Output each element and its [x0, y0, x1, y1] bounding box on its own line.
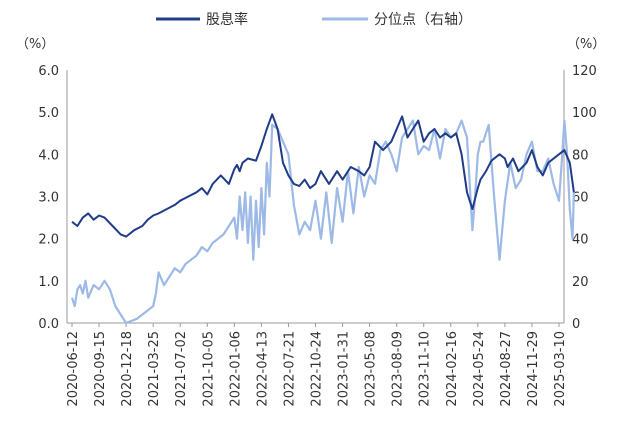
right-tick-label: 120 — [572, 64, 597, 79]
left-tick-label: 5.0 — [38, 106, 59, 121]
x-tick-label: 2023-01-31 — [337, 331, 352, 407]
right-tick-label: 80 — [572, 148, 589, 163]
x-tick-label: 2023-05-08 — [364, 331, 379, 407]
left-tick-label: 4.0 — [38, 148, 59, 163]
left-tick-label: 3.0 — [38, 191, 59, 206]
x-tick-label: 2021-07-02 — [174, 331, 189, 407]
right-axis-ticks: 0 20 40 60 80 100 120 — [572, 64, 597, 332]
x-tick-label: 2024-05-24 — [472, 331, 487, 407]
x-tick-label: 2023-08-09 — [391, 331, 406, 407]
left-tick-label: 6.0 — [38, 64, 59, 79]
left-axis-unit: （%） — [16, 37, 54, 52]
right-tick-label: 20 — [572, 275, 589, 290]
legend-label-dividend: 股息率 — [206, 11, 248, 28]
x-tick-label: 2022-01-06 — [228, 331, 243, 407]
x-tick-label: 2024-02-16 — [445, 331, 460, 407]
x-tick-label: 2021-03-25 — [147, 331, 162, 407]
x-tick-label: 2024-08-27 — [499, 331, 514, 407]
legend: 股息率 分位点（右轴） — [156, 11, 472, 28]
left-tick-label: 2.0 — [38, 233, 59, 248]
x-tick-label: 2022-10-24 — [310, 331, 325, 407]
right-axis-unit: （%） — [567, 37, 605, 52]
x-tick-label: 2022-07-21 — [282, 331, 297, 407]
x-axis-ticks: 2020-06-12 2020-09-15 2020-12-18 2021-03-25… — [66, 323, 568, 407]
series-layer — [70, 113, 575, 325]
right-tick-label: 60 — [572, 191, 589, 206]
left-tick-label: 1.0 — [38, 275, 59, 290]
x-tick-label: 2021-10-05 — [201, 331, 216, 407]
x-tick-label: 2020-09-15 — [93, 331, 108, 407]
legend-label-percentile: 分位点（右轴） — [374, 12, 472, 28]
x-tick-label: 2025-03-10 — [553, 331, 568, 407]
x-tick-label: 2022-04-13 — [255, 331, 270, 407]
right-tick-label: 40 — [572, 233, 589, 248]
right-tick-label: 100 — [572, 106, 597, 121]
left-axis-ticks: 0.0 1.0 2.0 3.0 4.0 5.0 6.0 — [38, 64, 59, 332]
x-tick-label: 2023-11-10 — [418, 331, 433, 407]
left-tick-label: 0.0 — [38, 317, 59, 332]
right-tick-label: 0 — [572, 317, 580, 332]
x-tick-label: 2024-11-29 — [526, 331, 541, 407]
series-line-percentile — [70, 119, 575, 325]
x-tick-label: 2020-12-18 — [120, 331, 135, 407]
series-line-dividend — [71, 113, 575, 238]
x-tick-label: 2020-06-12 — [66, 331, 81, 407]
